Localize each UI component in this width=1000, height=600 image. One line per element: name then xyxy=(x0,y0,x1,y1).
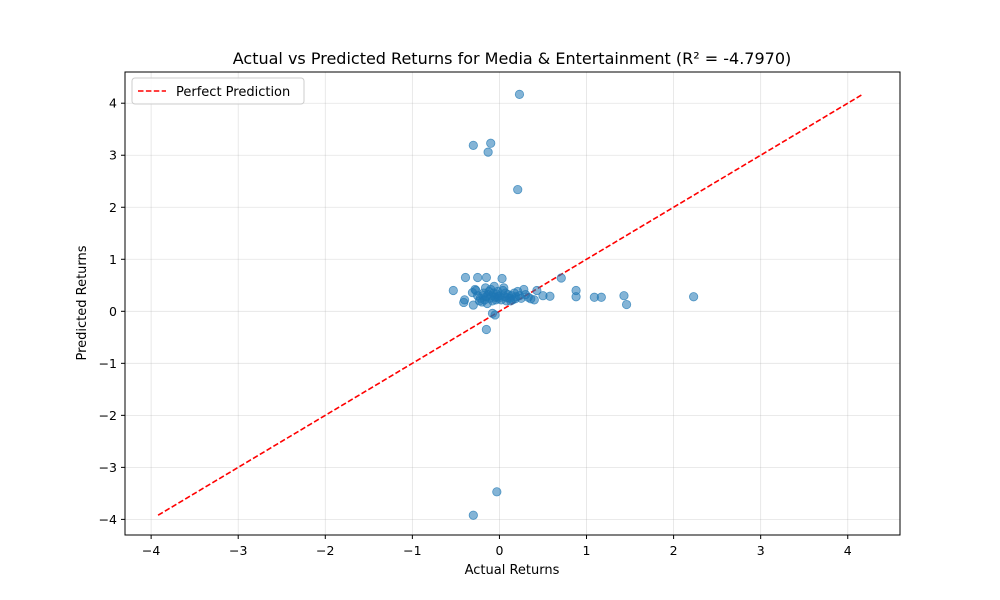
x-tick-label: −1 xyxy=(403,543,421,558)
y-tick-label: −4 xyxy=(99,512,117,527)
y-axis-label: Predicted Returns xyxy=(75,245,90,360)
legend-box xyxy=(131,77,305,105)
data-point xyxy=(481,272,491,283)
x-tick-label: 0 xyxy=(495,543,503,558)
legend-label-perfect-prediction: Perfect Prediction xyxy=(176,85,290,100)
data-point xyxy=(473,272,483,283)
data-point xyxy=(460,272,471,283)
data-point xyxy=(468,510,478,520)
data-point xyxy=(492,487,502,497)
data-point xyxy=(621,299,632,310)
data-point xyxy=(596,292,606,302)
x-tick-label: −2 xyxy=(316,543,334,558)
x-tick-label: 4 xyxy=(844,543,852,558)
data-point xyxy=(529,295,539,305)
x-tick-label: 1 xyxy=(583,543,591,558)
data-point xyxy=(493,292,503,302)
grid xyxy=(125,72,900,535)
data-point xyxy=(506,296,516,306)
x-tick-label: 2 xyxy=(670,543,678,558)
x-tick-label: −4 xyxy=(142,543,160,558)
legend: Perfect Prediction xyxy=(131,77,305,105)
y-tick-label: −1 xyxy=(99,356,117,371)
data-point xyxy=(556,273,566,283)
data-point xyxy=(486,138,496,148)
perfect-prediction-line-group xyxy=(157,94,863,516)
data-point xyxy=(481,324,491,335)
data-point xyxy=(545,291,555,301)
y-axis-ticks: −4 −3 −2 −1 0 1 2 3 4 xyxy=(99,96,125,527)
data-point xyxy=(514,89,525,99)
data-point xyxy=(689,292,699,302)
data-point xyxy=(571,292,581,302)
data-point xyxy=(470,284,480,295)
data-points xyxy=(448,89,699,520)
y-tick-label: 4 xyxy=(109,96,117,111)
plot-frame xyxy=(124,71,901,536)
y-tick-label: 2 xyxy=(109,200,117,215)
x-tick-label: −3 xyxy=(229,543,247,558)
data-point xyxy=(532,285,542,296)
x-axis-ticks: −4 −3 −2 −1 0 1 2 3 4 xyxy=(142,535,852,558)
data-point xyxy=(483,147,493,157)
data-point xyxy=(490,310,500,320)
data-point xyxy=(448,285,458,296)
data-point xyxy=(513,184,523,195)
perfect-prediction-line xyxy=(157,94,863,516)
y-tick-label: 1 xyxy=(109,252,117,267)
x-tick-label: 3 xyxy=(757,543,765,558)
data-point xyxy=(619,291,629,301)
data-point xyxy=(497,273,507,284)
y-tick-label: −2 xyxy=(99,408,117,423)
y-tick-label: −3 xyxy=(99,460,117,475)
x-axis-label: Actual Returns xyxy=(465,563,560,578)
data-point xyxy=(483,290,493,300)
y-tick-label: 0 xyxy=(109,304,117,319)
chart-title: Actual vs Predicted Returns for Media & … xyxy=(233,49,792,68)
data-point xyxy=(459,297,469,308)
data-point xyxy=(468,140,478,150)
y-tick-label: 3 xyxy=(109,148,117,163)
